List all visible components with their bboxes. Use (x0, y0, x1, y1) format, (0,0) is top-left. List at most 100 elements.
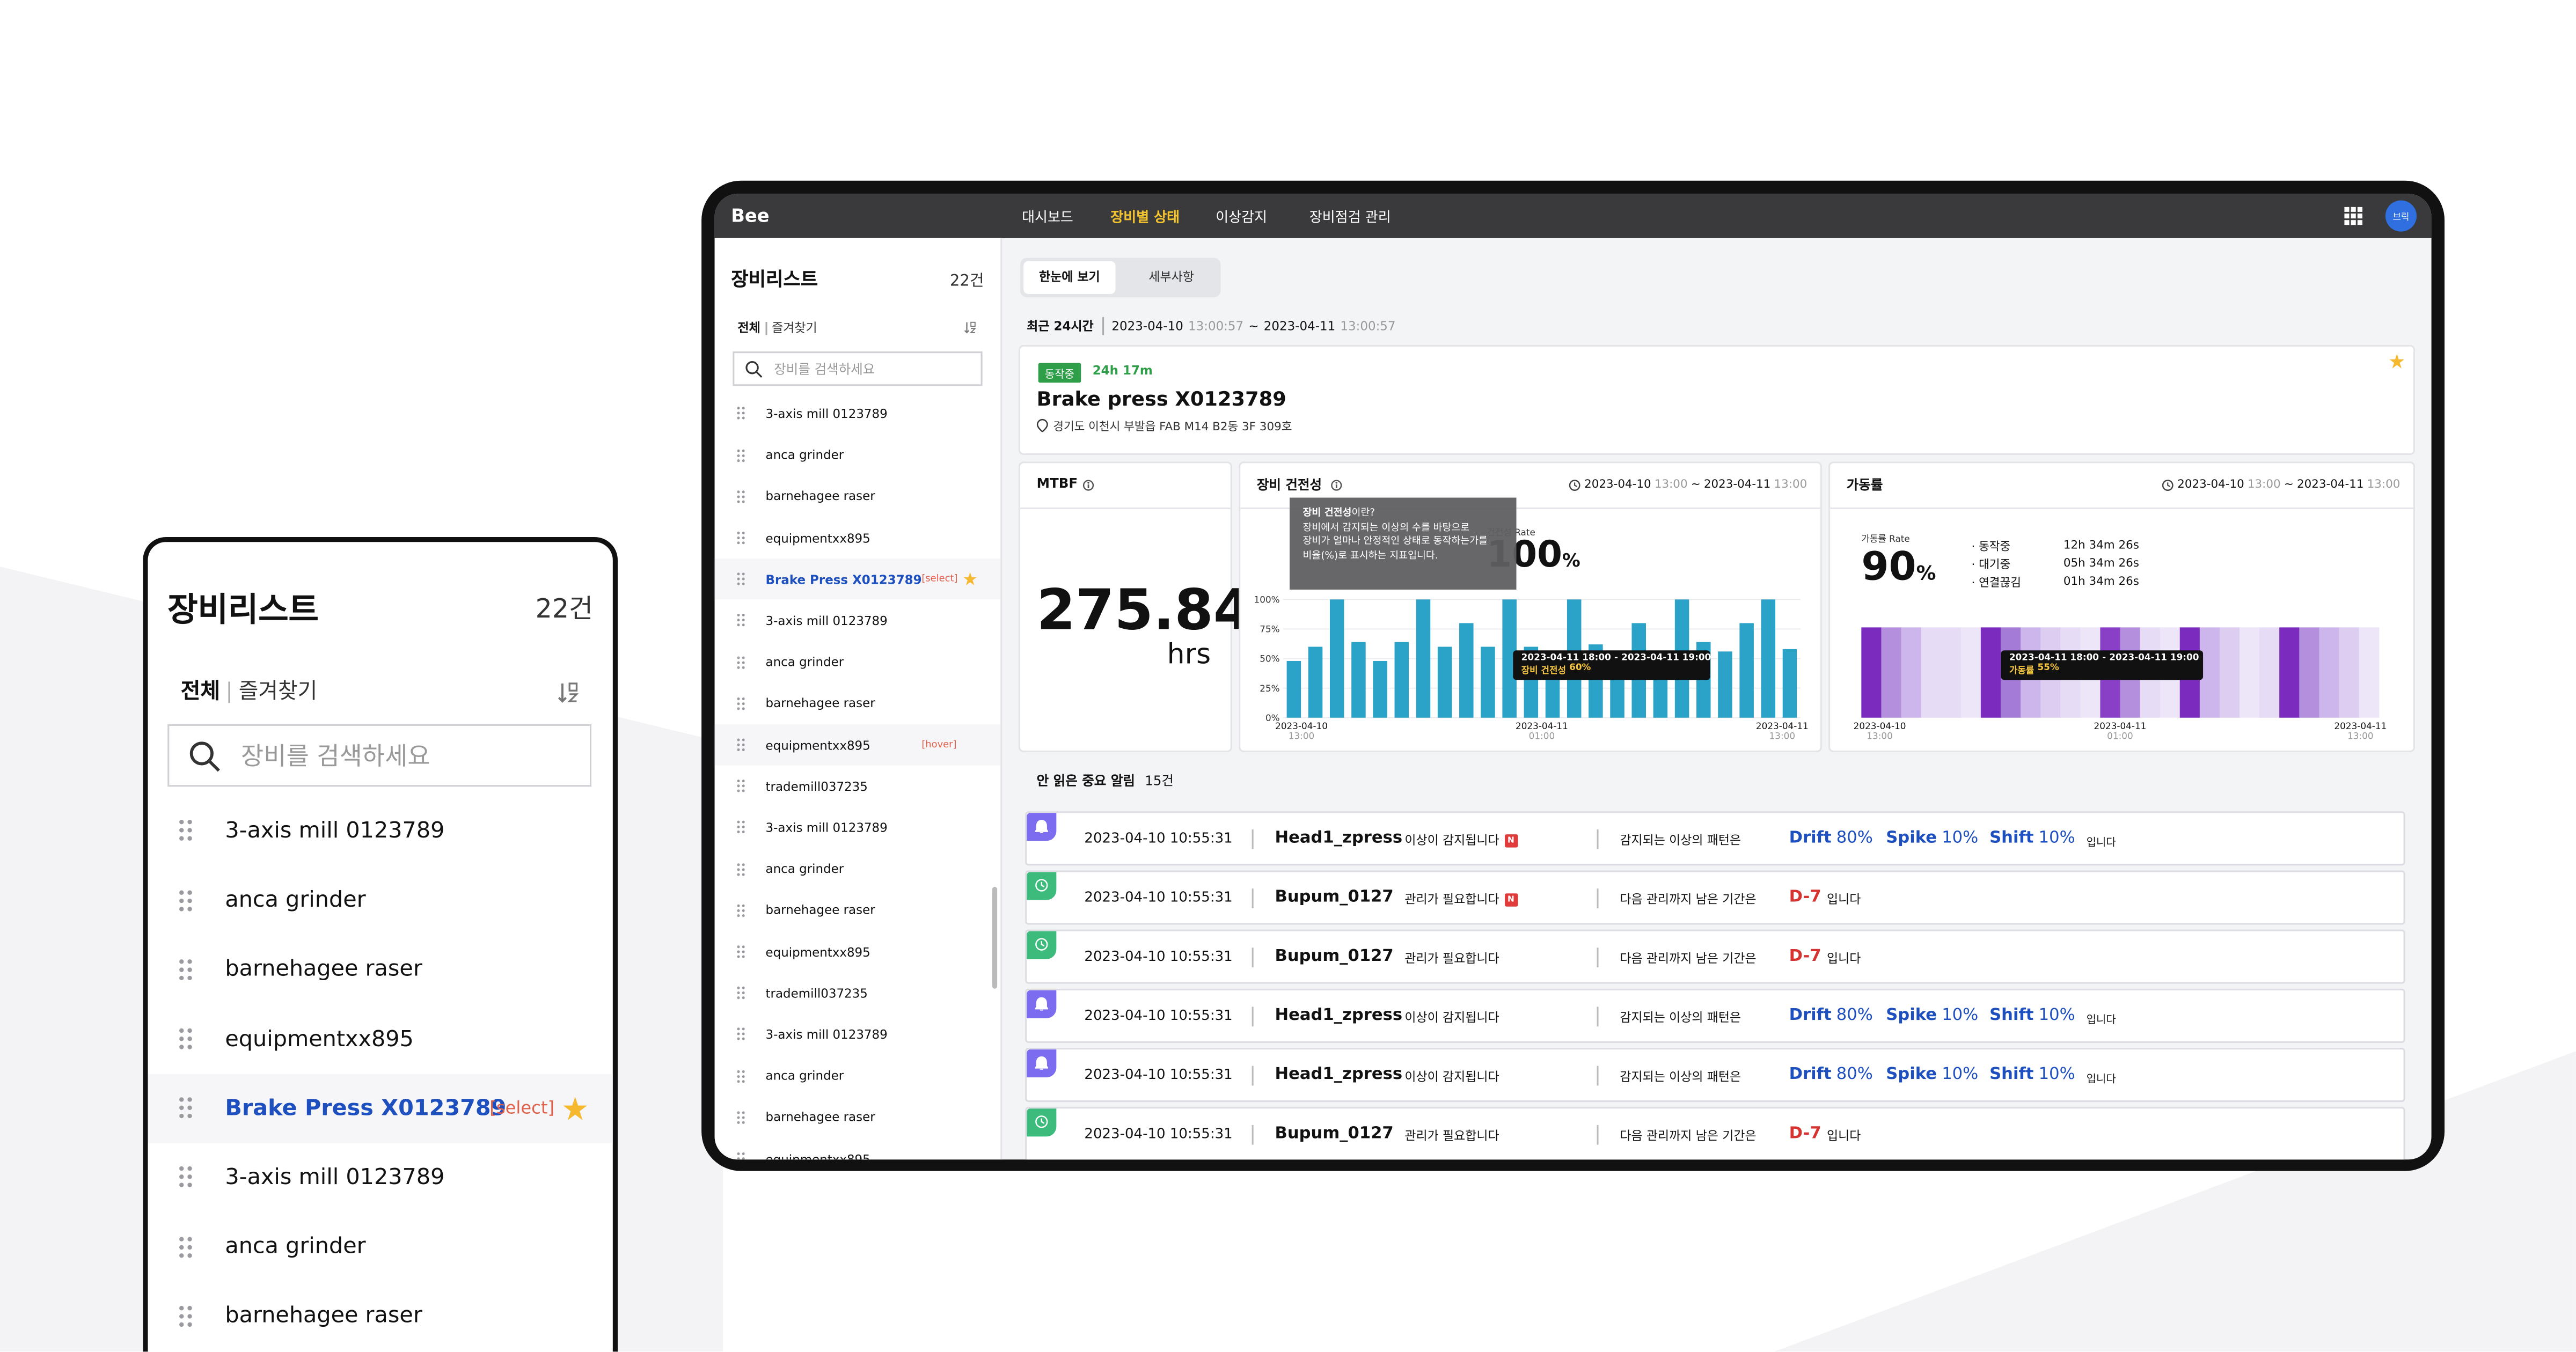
alert-suffix: 입니다 (2086, 1072, 2116, 1086)
dot (187, 1037, 192, 1041)
dot (179, 1098, 184, 1103)
list-item[interactable]: barnehagee raser (715, 1097, 1001, 1138)
metric-value: 80% (1836, 1066, 1873, 1084)
dot (737, 914, 740, 917)
list-item[interactable]: 3-axis mill 0123789 (148, 1143, 613, 1212)
metric-name: Shift (1989, 829, 2034, 848)
alert-row[interactable]: 2023-04-10 10:55:31 Head1_zpress 이상이 감지됩니다… (1025, 811, 2405, 866)
bar (1481, 646, 1495, 718)
list-item[interactable]: trademill037235 (715, 973, 1001, 1014)
uptime-duration: 24h 17m (1092, 363, 1153, 378)
dot (737, 904, 740, 907)
list-item[interactable]: 3-axis mill 0123789 (715, 600, 1001, 642)
tab[interactable]: 세부사항 (1148, 269, 1194, 284)
divider (1020, 507, 1231, 509)
tab[interactable]: 즐겨찾기 (765, 322, 817, 334)
list-item[interactable]: trademill037235 (715, 766, 1001, 807)
nav-item[interactable]: 장비별 상태 (1110, 210, 1180, 227)
nav-item[interactable]: 이상감지 (1216, 210, 1268, 227)
alert-suffix: 입니다 (1827, 892, 1861, 907)
dot (737, 532, 740, 535)
dot (742, 790, 745, 793)
search-box[interactable]: 장비를 검색하세요 (167, 724, 592, 787)
list-item[interactable]: anca grinder (148, 1212, 613, 1281)
list-item[interactable]: 3-axis mill 0123789 (148, 796, 613, 865)
alert-time: 2023-04-10 10:55:31 (1084, 890, 1233, 907)
list-item[interactable]: barnehagee raser (148, 1282, 613, 1351)
card-title: 장비 건전성 (1256, 477, 1322, 493)
list-item[interactable]: anca grinder (715, 642, 1001, 683)
alert-row[interactable]: 2023-04-10 10:55:31 Head1_zpress 이상이 감지됩니다… (1025, 988, 2405, 1043)
drag-handle (179, 1167, 192, 1188)
item-name: Brake Press X0123789 (225, 1095, 507, 1122)
dot (742, 748, 745, 752)
clock-hands (1575, 481, 1578, 487)
drag-handle (737, 490, 745, 503)
dot (742, 1079, 745, 1083)
list-item[interactable]: equipmentxx895 (715, 931, 1001, 973)
list-item[interactable]: equipmentxx895 (715, 517, 1001, 559)
list-item[interactable]: barnehagee raser (715, 476, 1001, 517)
divider (1597, 947, 1599, 968)
apps-dot (2344, 207, 2350, 212)
avatar[interactable]: 브릭 (2385, 200, 2417, 232)
tab-active[interactable]: 전체 (180, 680, 220, 705)
alert-row[interactable]: 2023-04-10 10:55:31 Bupum_0127 관리가 필요합니다 N 다… (1025, 870, 2405, 925)
search-box[interactable]: 장비를 검색하세요 (733, 351, 983, 386)
list-item[interactable]: equipmentxx895 (715, 1138, 1001, 1160)
alert-row[interactable]: 2023-04-10 10:55:31 Bupum_0127 관리가 필요합니다 다음… (1025, 929, 2405, 984)
chart-tooltip: 2023-04-11 18:00-2023-04-11 19:00 가동률 55% (2001, 650, 2204, 680)
item-name: equipmentxx895 (765, 737, 870, 753)
list-item[interactable]: anca grinder (148, 866, 613, 935)
strip-cell (2240, 627, 2260, 718)
scrollbar (992, 887, 998, 989)
lens (746, 361, 759, 375)
bell (1035, 1056, 1049, 1070)
list-item[interactable]: 3-axis mill 0123789 (715, 807, 1001, 848)
x-label: 2023-04-11 13:00 (2334, 723, 2387, 743)
divider (1252, 888, 1254, 908)
list-item[interactable]: barnehagee raser (715, 683, 1001, 724)
x-label-date: 2023-04-10 (1853, 722, 1906, 733)
tab[interactable]: 즐겨찾기 (228, 681, 317, 703)
bar (1437, 646, 1452, 718)
list-item[interactable]: anca grinder (715, 1055, 1001, 1097)
dot (737, 945, 740, 949)
list-item[interactable]: Brake Press X0123789 [select] (148, 1074, 613, 1143)
strip-cell (1960, 627, 1981, 718)
dot (742, 454, 745, 457)
list-item[interactable]: 3-axis mill 0123789 (715, 1014, 1001, 1055)
list-item[interactable]: equipmentxx895 [hover] (714, 724, 1001, 766)
nav-item[interactable]: 대시보드 (1022, 210, 1073, 227)
range-part: ~ (2284, 477, 2294, 491)
info-icon (1082, 480, 1094, 491)
strip-cell (2339, 627, 2360, 718)
alert-icon (1027, 931, 1057, 959)
list-item[interactable]: anca grinder (715, 848, 1001, 890)
list-item[interactable]: Brake Press X0123789 [select] (714, 559, 1001, 600)
tooltip-value: 가동률 55% (2009, 664, 2195, 677)
tab-active[interactable]: 전체 (737, 320, 760, 335)
dot (179, 975, 184, 980)
clock-icon (2162, 479, 2174, 490)
dot (187, 975, 192, 980)
metric-value: 10% (2038, 1006, 2075, 1025)
list-item[interactable]: barnehagee raser (148, 935, 613, 1004)
dot (742, 1075, 745, 1078)
alert-row[interactable]: 2023-04-10 10:55:31 Bupum_0127 관리가 필요합니다 다음… (1025, 1107, 2405, 1160)
dot (179, 1305, 184, 1311)
due: D-7 (1789, 1125, 1821, 1143)
tab-active[interactable]: 한눈에 보기 (1023, 261, 1116, 294)
top-nav: Bee 대시보드 장비별 상태 이상감지 장비점검 관리 브릭 (714, 194, 2432, 238)
dot (187, 837, 192, 842)
alert-row[interactable]: 2023-04-10 10:55:31 Head1_zpress 이상이 감지됩니다… (1025, 1048, 2405, 1103)
clock-hands (1041, 881, 1045, 887)
list-item[interactable]: 3-axis mill 0123789 (715, 393, 1001, 435)
x-label: 2023-04-10 13:00 (1275, 723, 1328, 743)
dot (742, 909, 745, 912)
list-item[interactable]: barnehagee raser (715, 890, 1001, 931)
dot (737, 583, 740, 586)
list-item[interactable]: equipmentxx895 (148, 1004, 613, 1074)
nav-item[interactable]: 장비점검 관리 (1309, 210, 1391, 227)
list-item[interactable]: anca grinder (715, 435, 1001, 476)
